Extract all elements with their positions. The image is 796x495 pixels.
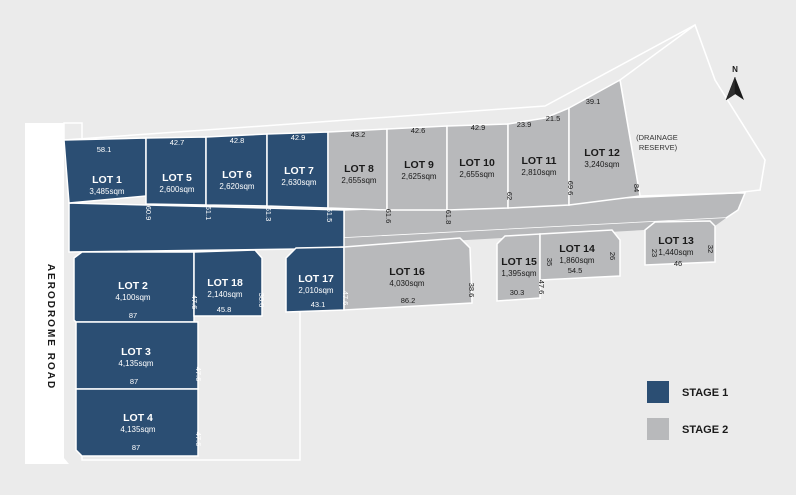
lot-18-dimension: 45.8 bbox=[217, 305, 232, 314]
lot-16-dimension: 86.2 bbox=[401, 296, 416, 305]
lot-10-name: LOT 10 bbox=[459, 157, 495, 169]
lot-13-dimension: 32 bbox=[706, 245, 715, 253]
lot-12[interactable] bbox=[568, 78, 641, 206]
lot-16-dimension: 38.6 bbox=[467, 283, 476, 298]
lot-3-dimension: 47.6 bbox=[194, 367, 203, 382]
lot-1-dimension: 60.9 bbox=[144, 206, 153, 221]
lot-6-name: LOT 6 bbox=[222, 169, 252, 181]
legend: STAGE 1 STAGE 2 bbox=[647, 381, 728, 440]
lot-6-dimension: 42.8 bbox=[230, 136, 245, 145]
legend-swatch-stage-1 bbox=[647, 381, 669, 403]
lot-17-area: 2,010sqm bbox=[298, 286, 333, 295]
lot-12-dimension: 84 bbox=[632, 184, 641, 192]
road-label: AERODROME ROAD bbox=[45, 264, 56, 390]
lot-15-dimension: 30.3 bbox=[510, 288, 525, 297]
lot-18-name: LOT 18 bbox=[207, 277, 243, 289]
lot-9-name: LOT 9 bbox=[404, 159, 434, 171]
lot-11-area: 2,810sqm bbox=[521, 168, 556, 177]
lot-11-dimension: 23.9 bbox=[517, 120, 532, 129]
legend-label-stage-2: STAGE 2 bbox=[682, 424, 728, 436]
lot-5-area: 2,600sqm bbox=[159, 185, 194, 194]
lot-12-name: LOT 12 bbox=[584, 147, 620, 159]
lot-13-area: 1,440sqm bbox=[658, 248, 693, 257]
lot-17-dimension: 47.6 bbox=[341, 291, 350, 306]
lot-13[interactable] bbox=[644, 220, 716, 266]
lot-17-dimension: 43.1 bbox=[311, 300, 326, 309]
lot-12-dimension: 39.1 bbox=[586, 97, 601, 106]
lot-5[interactable] bbox=[145, 136, 207, 206]
lot-15-name: LOT 15 bbox=[501, 256, 537, 268]
lot-16-name: LOT 16 bbox=[389, 266, 425, 278]
lot-11-name: LOT 11 bbox=[521, 155, 556, 167]
lot-8-dimension: 43.2 bbox=[351, 130, 366, 139]
lot-7-dimension: 61.5 bbox=[325, 208, 334, 223]
lot-14-dimension: 54.5 bbox=[568, 266, 583, 275]
lot-2-name: LOT 2 bbox=[118, 280, 148, 292]
lot-4-dimension: 87 bbox=[132, 443, 140, 452]
lot-14-dimension: 26 bbox=[608, 252, 617, 260]
lot-7-area: 2,630sqm bbox=[281, 178, 316, 187]
lot-5-dimension: 61.1 bbox=[204, 206, 213, 221]
lot-16[interactable] bbox=[343, 237, 473, 311]
lot-12-area: 3,240sqm bbox=[584, 160, 619, 169]
lot-10-area: 2,655sqm bbox=[459, 170, 494, 179]
lot-8-name: LOT 8 bbox=[344, 163, 374, 175]
lot-13-name: LOT 13 bbox=[658, 235, 694, 247]
lot-13-dimension: 23 bbox=[650, 249, 659, 257]
lot-1-dimension: 58.1 bbox=[97, 145, 112, 154]
lot-4-dimension: 47.6 bbox=[194, 432, 203, 447]
lot-11-dimension: 69.6 bbox=[566, 181, 575, 196]
lot-4[interactable] bbox=[75, 388, 199, 457]
lot-13-dimension: 46 bbox=[674, 259, 682, 268]
lot-9-area: 2,625sqm bbox=[401, 172, 436, 181]
lot-2-dimension: 87 bbox=[129, 311, 137, 320]
lot-18-dimension: 38.6 bbox=[257, 293, 266, 308]
legend-swatch-stage-2 bbox=[647, 418, 669, 440]
lot-3-dimension: 87 bbox=[130, 377, 138, 386]
lot-1-name: LOT 1 bbox=[92, 174, 122, 186]
lot-9-dimension: 61.8 bbox=[444, 210, 453, 225]
lot-18-area: 2,140sqm bbox=[207, 290, 242, 299]
lot-17-name: LOT 17 bbox=[298, 273, 334, 285]
lot-3-area: 4,135sqm bbox=[118, 359, 153, 368]
lot-5-dimension: 42.7 bbox=[170, 138, 185, 147]
drainage-label: (DRAINAGE RESERVE) bbox=[636, 133, 680, 152]
lot-18[interactable] bbox=[193, 249, 263, 317]
drainage-reserve bbox=[619, 23, 766, 197]
lot-8-dimension: 61.6 bbox=[384, 209, 393, 224]
lot-3-name: LOT 3 bbox=[121, 346, 151, 358]
lot-11-dimension: 21.5 bbox=[546, 114, 561, 123]
lot-9-dimension: 42.6 bbox=[411, 126, 426, 135]
lot-14-name: LOT 14 bbox=[559, 243, 595, 255]
lot-10-dimension: 62 bbox=[505, 192, 514, 200]
lot-8-area: 2,655sqm bbox=[341, 176, 376, 185]
lot-14[interactable] bbox=[539, 229, 621, 281]
lot-16-area: 4,030sqm bbox=[389, 279, 424, 288]
legend-label-stage-1: STAGE 1 bbox=[682, 387, 728, 399]
lot-7-dimension: 42.9 bbox=[291, 133, 306, 142]
lot-1-area: 3,485sqm bbox=[89, 187, 124, 196]
lot-2-area: 4,100sqm bbox=[115, 293, 150, 302]
lot-4-name: LOT 4 bbox=[123, 412, 153, 424]
lot-7-name: LOT 7 bbox=[284, 165, 314, 177]
aerodrome-road bbox=[25, 123, 69, 464]
lot-4-area: 4,135sqm bbox=[120, 425, 155, 434]
lot-6-dimension: 61.3 bbox=[264, 207, 273, 222]
lot-15-dimension: 47.6 bbox=[537, 280, 546, 295]
lot-15-dimension: 35 bbox=[545, 258, 554, 266]
lot-14-area: 1,860sqm bbox=[559, 256, 594, 265]
svg-text:N: N bbox=[732, 65, 738, 74]
north-arrow-icon: N bbox=[725, 65, 744, 101]
lot-10-dimension: 42.9 bbox=[471, 123, 486, 132]
lot-5-name: LOT 5 bbox=[162, 172, 192, 184]
lot-2-dimension: 47.6 bbox=[190, 295, 199, 310]
lot-15-area: 1,395sqm bbox=[501, 269, 536, 278]
lot-6-area: 2,620sqm bbox=[219, 182, 254, 191]
